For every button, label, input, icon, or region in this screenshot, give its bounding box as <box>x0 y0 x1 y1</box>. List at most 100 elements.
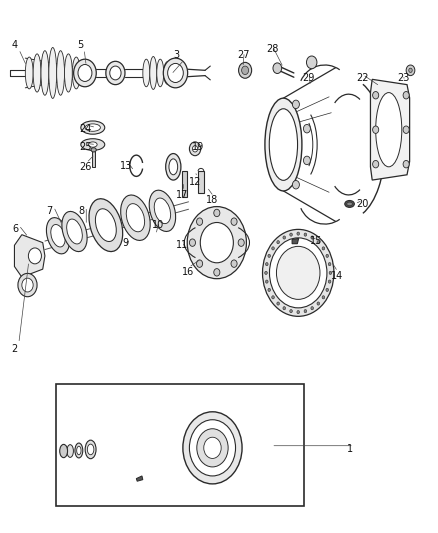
Text: 9: 9 <box>122 238 128 248</box>
Ellipse shape <box>121 195 150 240</box>
Circle shape <box>265 271 267 274</box>
Circle shape <box>326 254 328 257</box>
Ellipse shape <box>87 444 94 455</box>
Ellipse shape <box>64 54 72 92</box>
Text: 6: 6 <box>12 224 18 235</box>
Bar <box>182 171 187 197</box>
Text: 15: 15 <box>311 236 323 246</box>
Circle shape <box>317 240 320 244</box>
Ellipse shape <box>60 445 67 458</box>
Circle shape <box>290 310 292 313</box>
Text: 1: 1 <box>347 445 353 455</box>
Circle shape <box>328 263 331 266</box>
Ellipse shape <box>143 59 150 87</box>
Ellipse shape <box>169 159 178 175</box>
Bar <box>56 384 304 506</box>
Ellipse shape <box>46 217 70 254</box>
Text: 8: 8 <box>79 206 85 216</box>
Circle shape <box>406 65 415 76</box>
Circle shape <box>317 302 320 305</box>
Text: 3: 3 <box>173 51 180 60</box>
Circle shape <box>311 236 314 239</box>
Circle shape <box>322 296 325 299</box>
Ellipse shape <box>95 209 116 241</box>
Text: 2: 2 <box>11 344 18 354</box>
Ellipse shape <box>77 446 81 455</box>
Circle shape <box>304 233 307 236</box>
Text: 5: 5 <box>78 40 84 50</box>
Ellipse shape <box>62 212 87 252</box>
Circle shape <box>403 160 409 168</box>
Ellipse shape <box>88 142 97 147</box>
Ellipse shape <box>126 204 145 232</box>
Text: 11: 11 <box>177 240 189 251</box>
Text: 13: 13 <box>120 161 132 171</box>
Text: 16: 16 <box>182 267 194 277</box>
Circle shape <box>238 239 244 246</box>
Polygon shape <box>292 238 299 244</box>
Circle shape <box>197 429 228 467</box>
Ellipse shape <box>67 445 74 457</box>
Circle shape <box>326 288 328 292</box>
Circle shape <box>268 288 271 292</box>
Ellipse shape <box>41 51 49 95</box>
Ellipse shape <box>51 224 65 247</box>
Circle shape <box>322 247 325 250</box>
Ellipse shape <box>57 51 64 95</box>
Bar <box>92 151 95 167</box>
Circle shape <box>187 207 247 279</box>
Circle shape <box>277 240 279 244</box>
Circle shape <box>373 92 379 99</box>
Circle shape <box>106 61 125 85</box>
Ellipse shape <box>150 56 157 90</box>
Ellipse shape <box>81 139 105 150</box>
Text: 18: 18 <box>206 195 219 205</box>
Circle shape <box>276 246 320 300</box>
Circle shape <box>272 247 274 250</box>
Circle shape <box>239 62 252 78</box>
Circle shape <box>231 260 237 268</box>
Circle shape <box>74 59 96 87</box>
Ellipse shape <box>166 154 181 180</box>
Ellipse shape <box>269 109 297 180</box>
Circle shape <box>262 229 334 317</box>
Text: 26: 26 <box>80 162 92 172</box>
Text: 22: 22 <box>356 73 369 83</box>
Circle shape <box>265 280 268 283</box>
Circle shape <box>304 310 307 313</box>
Polygon shape <box>14 235 45 277</box>
Ellipse shape <box>75 443 83 458</box>
Circle shape <box>311 306 314 310</box>
Ellipse shape <box>265 98 302 191</box>
Circle shape <box>307 56 317 69</box>
Ellipse shape <box>33 54 41 92</box>
Circle shape <box>214 269 220 276</box>
Ellipse shape <box>91 148 96 152</box>
Circle shape <box>192 146 198 152</box>
Text: 27: 27 <box>238 51 250 60</box>
Text: 19: 19 <box>191 142 204 152</box>
Circle shape <box>297 311 300 314</box>
Ellipse shape <box>49 47 57 99</box>
Circle shape <box>231 218 237 225</box>
Circle shape <box>242 66 249 75</box>
Ellipse shape <box>345 200 354 207</box>
Circle shape <box>273 63 282 74</box>
Ellipse shape <box>149 190 176 231</box>
Ellipse shape <box>85 440 96 459</box>
Ellipse shape <box>85 124 100 131</box>
Ellipse shape <box>67 219 82 244</box>
Text: 20: 20 <box>356 199 368 209</box>
Circle shape <box>168 63 184 83</box>
Bar <box>198 171 204 193</box>
Circle shape <box>373 126 379 133</box>
Text: 29: 29 <box>303 73 315 83</box>
Ellipse shape <box>81 121 105 134</box>
Circle shape <box>283 306 286 310</box>
Circle shape <box>197 218 203 225</box>
Circle shape <box>189 419 236 476</box>
Circle shape <box>403 126 409 133</box>
Ellipse shape <box>376 93 402 167</box>
Circle shape <box>277 302 279 305</box>
Circle shape <box>269 238 327 308</box>
